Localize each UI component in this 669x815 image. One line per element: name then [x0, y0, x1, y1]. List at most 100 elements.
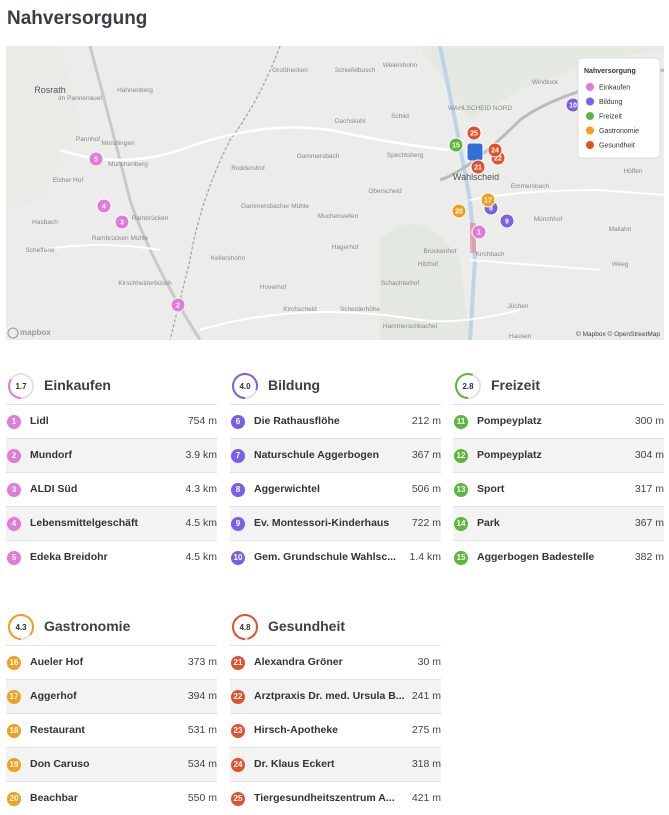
place-row: 16 Aueler Hof 373 m: [6, 645, 217, 679]
place-badge: 16: [7, 656, 21, 670]
place-label: Rosrath: [34, 85, 66, 95]
score-gauge: 4.0: [232, 373, 258, 399]
place-badge: 17: [7, 690, 21, 704]
place-badge: 6: [231, 415, 245, 429]
legend-swatch: [586, 83, 594, 91]
legend-items: Einkaufen Bildung Freizeit Gastronomie Gesun…: [586, 83, 639, 150]
legend-swatch: [586, 112, 594, 120]
category-section: 4.3 Gastronomie 16 Aueler Hof 373 m 17 Aggerho…: [6, 609, 217, 815]
map: Großhecken Schiefelbusch Weiershohn Rosrath…: [6, 46, 664, 340]
place-badge: 14: [454, 517, 468, 531]
place-labels: Großhecken Schiefelbusch Weiershohn Rosrath…: [25, 62, 642, 340]
place-badge: 4: [7, 517, 21, 531]
score-gauge: 1.7: [8, 373, 34, 399]
place-label: Emmersbach: [511, 183, 550, 190]
place-name: Aueler Hof: [30, 656, 84, 668]
gauge-arc: [8, 614, 34, 640]
place-row: 23 Hirsch-Apotheke 275 m: [230, 713, 441, 747]
map-marker: [451, 203, 467, 219]
place-row: 12 Pompeyplatz 304 m: [453, 438, 664, 472]
place-distance: 30 m: [417, 656, 441, 668]
legend-label: Freizeit: [599, 114, 622, 121]
map-marker-label: 9: [505, 219, 509, 226]
category-section: 4.0 Bildung 6 Die Rathausflöhe 212 m 7 Natursc…: [230, 368, 441, 574]
place-row: 2 Mundorf 3.9 km: [6, 438, 217, 472]
score: 4.8: [239, 623, 251, 632]
place-name: Pompeyplatz: [477, 415, 542, 427]
place-distance: 550 m: [187, 792, 217, 804]
place-label: Spechtsberg: [387, 152, 424, 159]
place-distance: 317 m: [634, 483, 664, 495]
map-marker: [96, 198, 112, 214]
place-label: Gammersbacher Mühle: [241, 203, 309, 210]
place-name: Edeka Breidohr: [30, 551, 108, 563]
place-badge: 1: [7, 415, 21, 429]
legend-label: Gastronomie: [599, 128, 639, 135]
place-row: 14 Park 367 m: [453, 506, 664, 540]
map-area: [470, 223, 476, 253]
road: [88, 46, 202, 340]
place-name: Aggerwichtel: [254, 483, 320, 495]
category-section: 1.7 Einkaufen 1 Lidl 754 m 2 Mundorf 3.9 km 3 ALD…: [6, 368, 217, 574]
place-badge: 9: [231, 517, 245, 531]
place-label: Hitzhof: [418, 261, 438, 268]
place-distance: 367 m: [634, 517, 664, 529]
place-badge: 15: [454, 551, 468, 565]
place-badge: 2: [7, 449, 21, 463]
place-badge: 20: [7, 792, 21, 806]
place-label: Schefferei: [25, 247, 54, 254]
legend-label: Gesundheit: [599, 143, 635, 150]
place-name: Lidl: [30, 415, 49, 427]
map-marker-label: 4: [102, 204, 106, 211]
place-badge: 22: [231, 690, 245, 704]
place-distance: 4.5 km: [185, 551, 217, 563]
map-marker-label: 25: [470, 131, 478, 138]
place-distance: 318 m: [411, 758, 441, 770]
place-name: Hirsch-Apotheke: [254, 724, 339, 736]
map-marker: [480, 192, 496, 208]
place-name: Naturschule Aggerbogen: [254, 449, 380, 461]
map-area: [420, 46, 664, 120]
category-title: Bildung: [268, 377, 321, 393]
place-badge: 7: [231, 449, 245, 463]
place-distance: 754 m: [187, 415, 217, 427]
map-marker: [448, 137, 464, 153]
place-row: 11 Pompeyplatz 300 m: [453, 404, 664, 438]
place-name: ALDI Süd: [30, 483, 78, 495]
place-distance: 531 m: [187, 724, 217, 736]
map-marker-label: 24: [491, 148, 499, 155]
place-label: Großhecken: [272, 67, 308, 74]
place-label: Schiid: [391, 113, 409, 120]
place-label: Pannhof: [76, 136, 100, 143]
place-label: Hausen: [509, 333, 532, 340]
place-label: Brückenhof: [424, 248, 457, 255]
gauge-arc: [232, 614, 258, 640]
place-badge: 12: [454, 449, 468, 463]
place-row: 22 Arztpraxis Dr. med. Ursula B... 241 m: [230, 679, 441, 713]
map-marker: [114, 214, 130, 230]
place-distance: 3.9 km: [185, 449, 217, 461]
place-name: Aggerbogen Badestelle: [477, 551, 595, 563]
place-name: Ev. Montessori-Kinderhaus: [254, 517, 390, 529]
gauge-arc: [232, 373, 258, 399]
place-label: Kirchscheid: [283, 306, 317, 313]
map-area: [380, 224, 470, 340]
place-name: Gem. Grundschule Wahlsc...: [254, 551, 396, 563]
place-label: Weeg: [612, 261, 629, 268]
logo-icon: [7, 327, 19, 339]
place-row: 21 Alexandra Gröner 30 m: [230, 645, 441, 679]
category-header: 4.0 Bildung: [230, 368, 441, 404]
score: 2.8: [462, 382, 474, 391]
place-badge: 23: [231, 724, 245, 738]
place-distance: 1.4 km: [409, 551, 441, 563]
place-label: Kirchbach: [476, 251, 505, 258]
place-distance: 421 m: [411, 792, 441, 804]
place-badge: 5: [7, 551, 21, 565]
map-marker: [170, 297, 186, 313]
place-row: 20 Beachbar 550 m: [6, 781, 217, 815]
place-row: 24 Dr. Klaus Eckert 318 m: [230, 747, 441, 781]
place-name: Mundorf: [30, 449, 72, 461]
page-title: Nahversorgung: [7, 8, 148, 29]
place-distance: 241 m: [411, 690, 441, 702]
